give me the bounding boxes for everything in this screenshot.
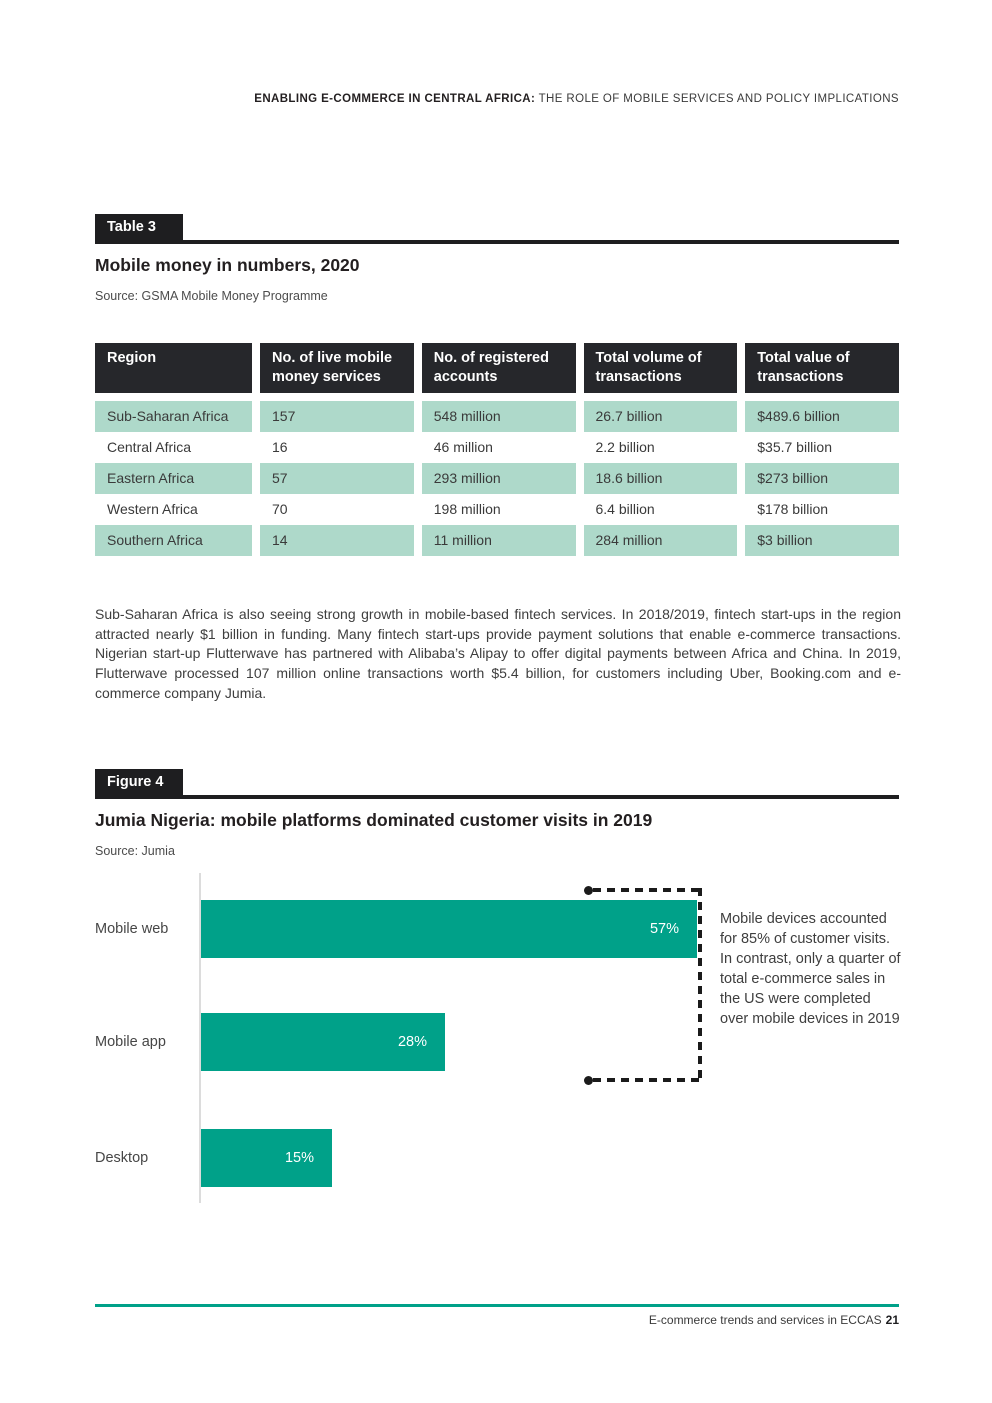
running-header: ENABLING E-COMMERCE IN CENTRAL AFRICA: T… (95, 93, 899, 105)
table-header-cell: Total value of transactions (745, 343, 899, 393)
table-header-cell: No. of live mobile money services (260, 343, 414, 393)
table-cell: 70 (272, 501, 288, 517)
bar-row: Desktop 15% (95, 1129, 899, 1187)
footer: E-commerce trends and services in ECCAS 2… (95, 1313, 899, 1327)
table-cell: 14 (260, 525, 414, 556)
table-cell: 46 million (433, 439, 493, 455)
running-header-bold: ENABLING E-COMMERCE IN CENTRAL AFRICA: (254, 93, 536, 105)
table-cell: Southern Africa (95, 525, 252, 556)
table-source: Source: GSMA Mobile Money Programme (95, 289, 328, 303)
table-cell: 293 million (421, 463, 576, 494)
table-cell: 157 (260, 401, 414, 432)
table-cell: Western Africa (107, 501, 198, 517)
table-body: Sub-Saharan Africa 157 548 million 26.7 bil… (95, 401, 899, 556)
table-cell: Eastern Africa (95, 463, 252, 494)
table-row: Eastern Africa 57 293 million 18.6 billion $… (95, 463, 899, 494)
table-header-row: Region No. of live mobile money services N… (95, 343, 899, 393)
bar-category-label: Mobile web (95, 921, 169, 937)
bar: 15% (201, 1129, 332, 1187)
table-header-cell: No. of registered accounts (421, 343, 576, 393)
table-cell: 11 million (421, 525, 576, 556)
bracket-vertical-line (698, 888, 702, 1082)
bar-value-label: 28% (397, 1034, 427, 1050)
table-cell: $273 billion (745, 463, 899, 494)
table-cell: Central Africa (107, 439, 192, 455)
table-row: Southern Africa 14 11 million 284 million $3… (95, 525, 899, 556)
table-cell: $3 billion (745, 525, 899, 556)
table-cell: 2.2 billion (595, 439, 655, 455)
bar-value-label: 15% (284, 1150, 314, 1166)
footer-rule (95, 1304, 899, 1307)
table-header-cell: Region (95, 343, 252, 393)
bar-category-label: Mobile app (95, 1034, 166, 1050)
figure-title: Jumia Nigeria: mobile platforms dominate… (95, 810, 653, 830)
bar-chart: Mobile web 57% Mobile app 28% Desktop 15% Mob… (95, 873, 901, 1205)
table-cell: $178 billion (757, 501, 829, 517)
footer-page-number: 21 (885, 1313, 899, 1327)
bracket-top-line (593, 888, 702, 892)
table-badge: Table 3 (95, 214, 183, 240)
table-cell: 548 million (421, 401, 576, 432)
table-cell: Sub-Saharan Africa (95, 401, 252, 432)
table-row: Sub-Saharan Africa 157 548 million 26.7 bil… (95, 401, 899, 432)
figure-badge: Figure 4 (95, 769, 183, 795)
table-cell: 57 (260, 463, 414, 494)
table-cell: 18.6 billion (583, 463, 738, 494)
body-paragraph: Sub-Saharan Africa is also seeing strong… (95, 606, 901, 701)
bracket-top-dot (584, 886, 593, 895)
table-row: Western Africa 70 198 million 6.4 billion $1… (95, 494, 899, 525)
running-header-regular: THE ROLE OF MOBILE SERVICES AND POLICY I… (535, 93, 899, 105)
table-cell: 16 (272, 439, 288, 455)
bracket-bottom-line (593, 1078, 702, 1082)
table-title: Mobile money in numbers, 2020 (95, 255, 360, 275)
bar-row: Mobile web 57% (95, 900, 899, 958)
bar: 57% (201, 900, 697, 958)
figure-section-rule (95, 795, 899, 799)
figure-source: Source: Jumia (95, 844, 175, 858)
table-section-rule (95, 240, 899, 244)
bar-row: Mobile app 28% (95, 1013, 899, 1071)
table-cell: 26.7 billion (583, 401, 738, 432)
chart-axis-line (199, 873, 201, 1203)
bar: 28% (201, 1013, 445, 1071)
table-cell: 284 million (583, 525, 738, 556)
table-cell: 198 million (433, 501, 501, 517)
table-cell: $35.7 billion (757, 439, 832, 455)
bar-category-label: Desktop (95, 1150, 149, 1166)
table-row: Central Africa 16 46 million 2.2 billion $35… (95, 432, 899, 463)
mobile-money-table: Region No. of live mobile money services N… (95, 343, 899, 556)
chart-annotation: Mobile devices accounted for 85% of cust… (720, 911, 901, 1027)
table-header-cell: Total volume of transactions (583, 343, 738, 393)
table-cell: $489.6 billion (745, 401, 899, 432)
table-cell: 6.4 billion (595, 501, 655, 517)
bar-value-label: 57% (649, 921, 679, 937)
bracket-bottom-dot (584, 1076, 593, 1085)
footer-label: E-commerce trends and services in ECCAS (648, 1313, 882, 1327)
